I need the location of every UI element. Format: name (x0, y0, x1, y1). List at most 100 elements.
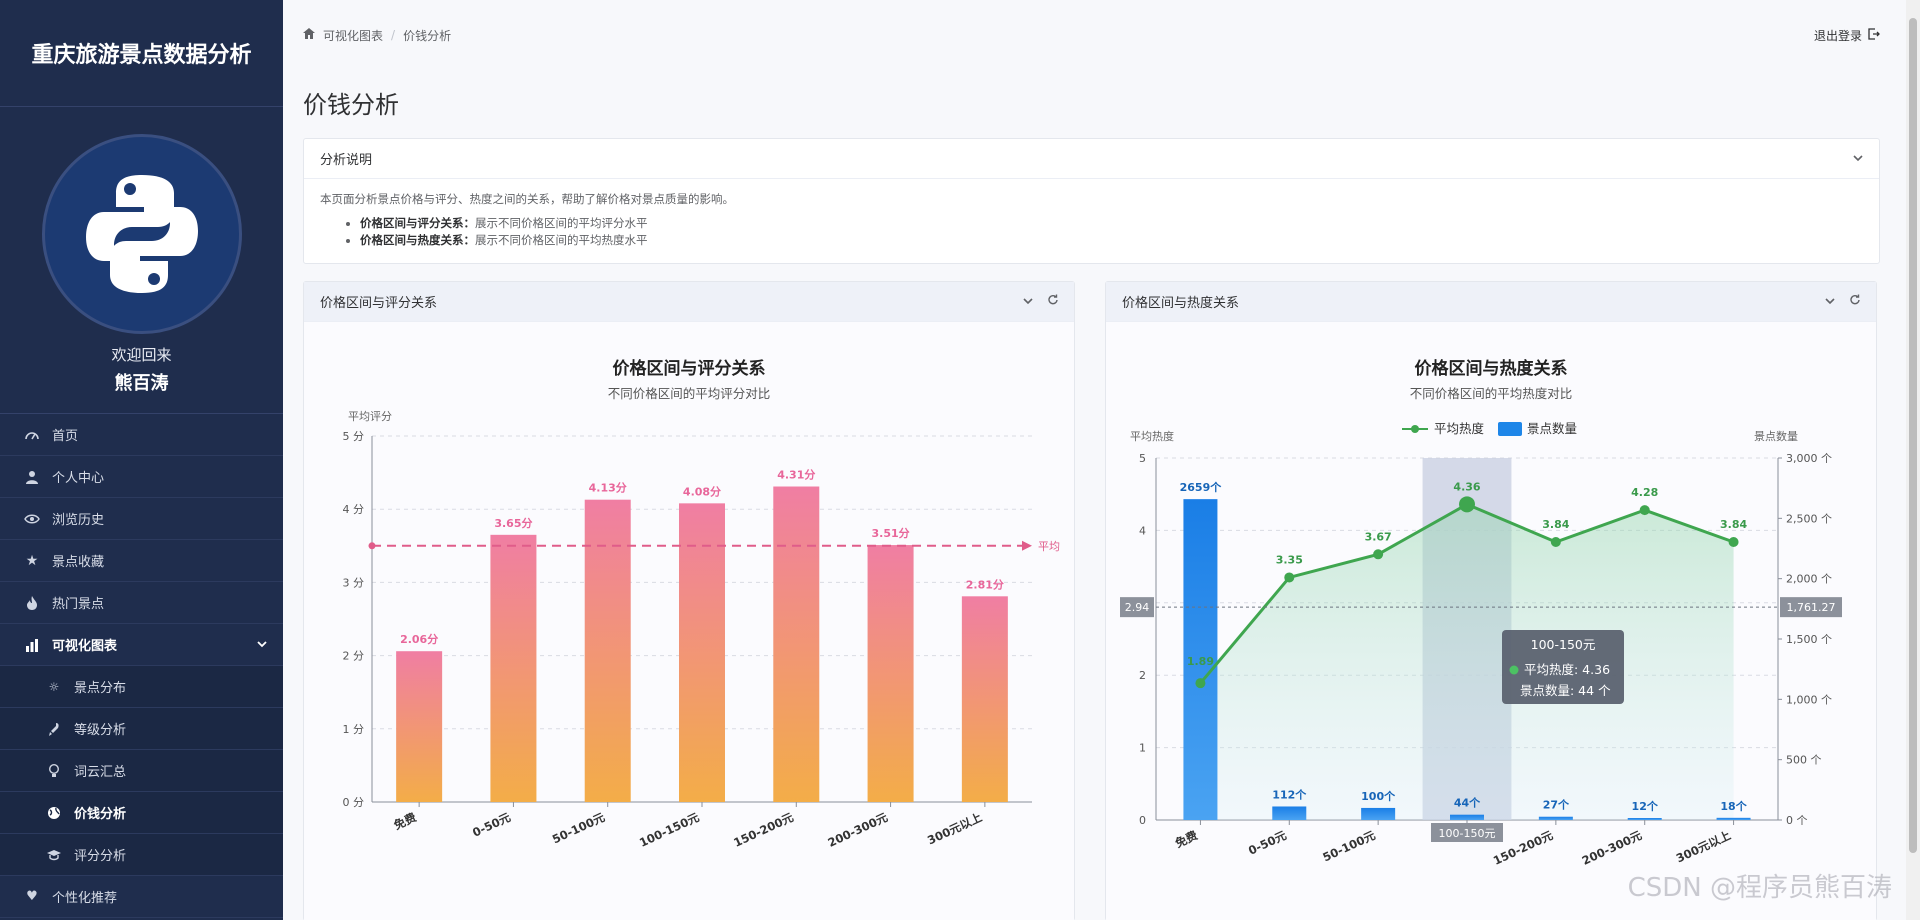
sidebar-item-recommend[interactable]: ♥ 个性化推荐 (0, 876, 283, 918)
line-value-label: 3.84 (1720, 518, 1747, 531)
bar-value-label: 12个 (1632, 799, 1659, 813)
sidebar-item-label: 个人中心 (52, 471, 105, 486)
sidebar-item-charts[interactable]: 可视化图表 (0, 624, 283, 666)
crosshair-left-badge (1120, 597, 1154, 618)
bar-value-label: 2.06分 (400, 632, 438, 646)
chevron-down-icon (257, 637, 267, 652)
x-tick-label: 50-100元 (550, 810, 607, 847)
line-value-label: 4.28 (1631, 486, 1658, 499)
sidebar-item-wordcloud[interactable]: 词云汇总 (0, 750, 283, 792)
breadcrumb-parent[interactable]: 可视化图表 (323, 28, 384, 43)
sidebar-item-label: 词云汇总 (74, 765, 127, 780)
sidebar-item-label: 景点收藏 (52, 555, 105, 570)
bar (396, 651, 443, 802)
scrollbar-thumb[interactable] (1909, 18, 1917, 853)
description-card: 分析说明 本页面分析景点价格与评分、热度之间的关系，帮助了解价格对景点质量的影响… (303, 138, 1880, 264)
y-right-tick-label: 1,500 个 (1786, 633, 1832, 646)
bar (584, 499, 631, 802)
rating-card-title: 价格区间与评分关系 (320, 296, 438, 311)
description-body: 本页面分析景点价格与评分、热度之间的关系，帮助了解价格对景点质量的影响。 价格区… (304, 179, 1879, 263)
sidebar-item-label: 个性化推荐 (52, 891, 118, 906)
x-tick-label: 免费 (1173, 828, 1200, 851)
line-point (1550, 536, 1561, 547)
line-area (1200, 504, 1734, 820)
y-tick-label: 3 分 (343, 576, 365, 589)
sidebar-item-distribution[interactable]: ☼ 景点分布 (0, 666, 283, 708)
sidebar-item-hot[interactable]: 热门景点 (0, 582, 283, 624)
page-scrollbar[interactable] (1906, 0, 1920, 920)
breadcrumb: 可视化图表 / 价钱分析 (303, 27, 451, 44)
avatar-wrap (0, 107, 283, 334)
line-value-label: 3.67 (1365, 530, 1392, 543)
logout-button[interactable]: 退出登录 (1814, 27, 1880, 44)
bar (867, 545, 914, 802)
crosshair-category-badge (1431, 823, 1503, 842)
average-line-arrow (1022, 540, 1032, 551)
y-right-tick-label: 1,000 个 (1786, 693, 1832, 706)
sidebar-item-profile[interactable]: 个人中心 (0, 456, 283, 498)
bar-value-label: 18个 (1720, 799, 1747, 813)
chevron-down-icon[interactable] (1023, 294, 1033, 309)
sidebar-item-label: 评分分析 (74, 849, 127, 864)
breadcrumb-separator: / (391, 28, 396, 42)
list-item: 价格区间与评分关系：展示不同价格区间的平均评分水平 (360, 215, 1863, 232)
bulb-icon (46, 763, 62, 779)
chart-subtitle: 不同价格区间的平均热度对比 (1410, 386, 1573, 401)
home-icon[interactable] (303, 28, 315, 42)
chevron-down-icon[interactable] (1825, 294, 1835, 309)
refresh-icon[interactable] (1849, 294, 1860, 309)
crosshair-left-value: 2.94 (1125, 601, 1150, 614)
bar-value-label: 4.31分 (777, 468, 815, 482)
sidebar-item-label: 首页 (52, 429, 79, 444)
chevron-down-icon[interactable] (1853, 151, 1863, 166)
line-value-label: 3.84 (1542, 518, 1569, 531)
bar-chart-icon (24, 637, 40, 653)
page-title: 价钱分析 (303, 91, 399, 119)
sidebar-item-label: 热门景点 (52, 597, 105, 612)
line-point (1284, 572, 1295, 583)
sidebar-item-grade[interactable]: 等级分析 (0, 708, 283, 750)
bar-value-label: 4.08分 (683, 484, 721, 498)
tooltip-line1: 平均热度: 4.36 (1524, 662, 1610, 677)
graduation-icon (46, 847, 62, 863)
chart-subtitle: 不同价格区间的平均评分对比 (608, 386, 771, 401)
tooltip-title: 100-150元 (1531, 637, 1596, 652)
bar-value-label: 112个 (1272, 787, 1307, 801)
watermark: CSDN @程序员熊百涛 (1627, 873, 1892, 903)
bar-value-label: 3.65分 (494, 516, 532, 530)
sidebar-item-history[interactable]: 浏览历史 (0, 498, 283, 540)
x-tick-label: 100-150元 (637, 810, 702, 850)
description-card-header[interactable]: 分析说明 (304, 139, 1879, 179)
y-tick-label: 0 分 (343, 796, 365, 809)
sidebar-item-price[interactable]: 价钱分析 (0, 792, 283, 834)
line-point (1728, 536, 1739, 547)
crosshair-category-label: 100-150元 (1439, 827, 1496, 840)
fire-icon (24, 595, 40, 611)
x-tick-label: 200-300元 (826, 810, 891, 850)
star-icon: ★ (25, 552, 39, 569)
bar-value-label: 4.13分 (589, 481, 627, 495)
globe-icon (46, 805, 62, 821)
tooltip-box (1502, 630, 1624, 704)
y-left-tick-label: 2 (1139, 669, 1146, 682)
y-right-tick-label: 2,500 个 (1786, 512, 1832, 525)
legend-bar-swatch (1498, 422, 1522, 436)
bar (1538, 816, 1573, 820)
y-right-tick-label: 3,000 个 (1786, 452, 1832, 465)
sidebar-item-favorites[interactable]: ★ 景点收藏 (0, 540, 283, 582)
sidebar-item-rating[interactable]: 评分分析 (0, 834, 283, 876)
bar (1450, 814, 1484, 820)
y-tick-label: 1 分 (343, 723, 365, 736)
sidebar-item-home[interactable]: 首页 (0, 414, 283, 456)
bar-value-label: 2.81分 (966, 577, 1004, 591)
python-logo-avatar (41, 134, 242, 334)
topbar: 可视化图表 / 价钱分析 退出登录 (303, 0, 1880, 70)
bar (1272, 806, 1307, 820)
tooltip-line2: 景点数量: 44 个 (1520, 683, 1611, 698)
line-point (1373, 549, 1384, 560)
crosshair-right-badge (1780, 597, 1842, 618)
y-right-tick-label: 500 个 (1786, 754, 1822, 767)
refresh-icon[interactable] (1047, 294, 1058, 309)
user-icon (24, 469, 40, 485)
bullet-text: 展示不同价格区间的平均评分水平 (475, 216, 648, 230)
